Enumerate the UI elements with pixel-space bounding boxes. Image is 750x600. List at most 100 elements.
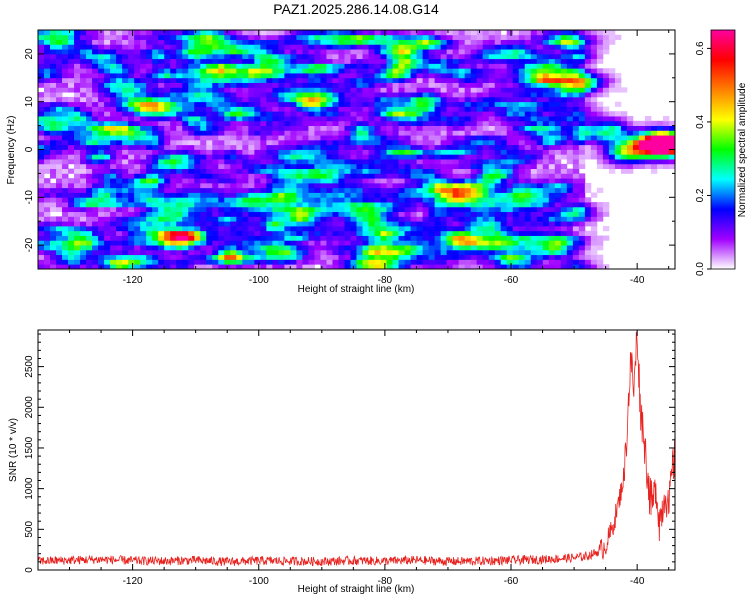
heatmap-cell	[308, 225, 315, 232]
heatmap-cell	[302, 225, 309, 232]
heatmap-cell	[92, 249, 99, 256]
heatmap-cell	[356, 44, 363, 50]
heatmap-cell	[134, 192, 141, 198]
heatmap-cell	[92, 154, 99, 160]
heatmap-cell	[170, 144, 177, 150]
heatmap-cell	[212, 197, 219, 203]
heatmap-cell	[164, 125, 171, 131]
colorbar-tick-label: 0.6	[695, 41, 706, 55]
heatmap-cell	[86, 73, 93, 79]
heatmap-cell	[500, 182, 508, 189]
heatmap-cell	[596, 87, 604, 93]
heatmap-cell	[188, 259, 195, 265]
heatmap-cell	[536, 34, 544, 40]
heatmap-cell	[548, 211, 556, 217]
heatmap-cell	[254, 58, 261, 64]
heatmap-cell	[500, 53, 508, 60]
heatmap-cell	[404, 73, 411, 79]
heatmap-cell	[410, 92, 417, 98]
heatmap-cell	[650, 125, 658, 131]
heatmap-cell	[464, 87, 472, 93]
heatmap-cell	[542, 58, 550, 64]
heatmap-cell	[506, 197, 514, 203]
heatmap-cell	[212, 139, 219, 146]
heatmap-cell	[578, 53, 586, 60]
heatmap-cell	[440, 211, 448, 217]
heatmap-cell	[632, 154, 640, 160]
heatmap-cell	[86, 259, 93, 265]
heatmap-cell	[428, 149, 436, 155]
heatmap-cell	[146, 44, 153, 50]
heatmap-cell	[320, 187, 327, 193]
heatmap-cell	[146, 149, 153, 155]
heatmap-cell	[332, 44, 339, 50]
heatmap-cell	[398, 116, 405, 122]
heatmap-cell	[236, 92, 243, 98]
heatmap-cell	[524, 125, 532, 131]
heatmap-cell	[116, 178, 123, 184]
heatmap-cell	[158, 235, 165, 241]
heatmap-cell	[410, 264, 417, 269]
heatmap-cell	[170, 178, 177, 184]
heatmap-cell	[278, 101, 285, 107]
heatmap-cell	[524, 139, 532, 146]
heatmap-cell	[254, 259, 261, 265]
heatmap-cell	[356, 77, 363, 83]
heatmap-cell	[404, 30, 411, 36]
heatmap-cell	[608, 68, 616, 74]
heatmap-cell	[422, 125, 430, 131]
heatmap-cell	[248, 159, 255, 165]
heatmap-cell	[554, 168, 562, 174]
heatmap-cell	[464, 225, 472, 232]
heatmap-cell	[188, 77, 195, 83]
heatmap-cell	[170, 245, 177, 251]
heatmap-cell	[338, 192, 345, 198]
heatmap-cell	[230, 44, 237, 50]
heatmap-cell	[380, 49, 387, 55]
heatmap-cell	[404, 154, 411, 160]
heatmap-cell	[68, 73, 75, 79]
heatmap-cell	[374, 163, 381, 170]
heatmap-cell	[116, 144, 123, 150]
y-tick-label: 0	[24, 567, 35, 573]
heatmap-cell	[566, 87, 574, 93]
heatmap-cell	[476, 139, 484, 146]
heatmap-cell	[152, 44, 159, 50]
heatmap-cell	[470, 63, 478, 69]
heatmap-cell	[122, 101, 129, 107]
heatmap-cell	[566, 49, 574, 55]
heatmap-cell	[374, 225, 381, 232]
heatmap-cell	[56, 254, 63, 260]
heatmap-cell	[518, 106, 526, 112]
heatmap-cell	[194, 144, 201, 150]
heatmap-cell	[584, 58, 592, 64]
heatmap-cell	[320, 206, 327, 213]
heatmap-cell	[554, 144, 562, 150]
heatmap-cell	[350, 39, 357, 45]
heatmap-cell	[452, 34, 460, 40]
heatmap-cell	[374, 168, 381, 174]
heatmap-cell	[98, 39, 105, 45]
heatmap-cell	[116, 182, 123, 189]
heatmap-cell	[200, 206, 207, 213]
heatmap-cell	[44, 82, 51, 88]
heatmap-cell	[140, 44, 147, 50]
heatmap-cell	[242, 44, 249, 50]
heatmap-cell	[596, 254, 604, 260]
heatmap-cell	[422, 230, 430, 236]
heatmap-cell	[326, 149, 333, 155]
heatmap-cell	[344, 202, 351, 208]
heatmap-cell	[254, 96, 261, 103]
heatmap-cell	[476, 135, 484, 141]
heatmap-cell	[362, 254, 369, 260]
heatmap-cell	[440, 240, 448, 246]
heatmap-cell	[86, 111, 93, 117]
heatmap-cell	[332, 168, 339, 174]
heatmap-cell	[284, 254, 291, 260]
heatmap-cell	[176, 206, 183, 213]
heatmap-cell	[470, 58, 478, 64]
heatmap-cell	[344, 120, 351, 126]
heatmap-cell	[620, 87, 628, 93]
heatmap-cell	[386, 125, 393, 131]
heatmap-cell	[638, 135, 646, 141]
